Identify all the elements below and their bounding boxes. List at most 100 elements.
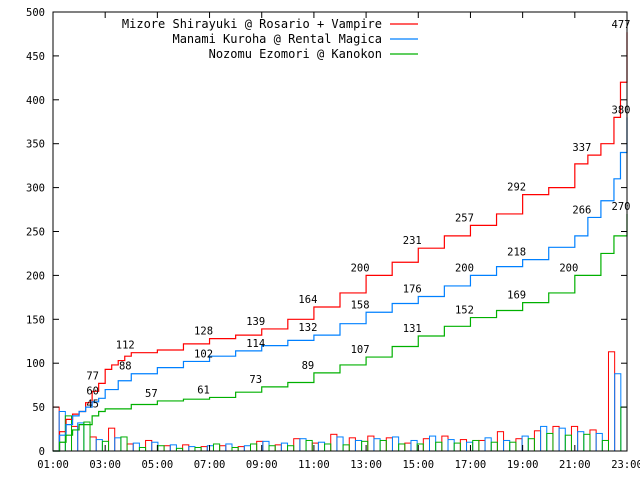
hourly-bar [126,443,134,452]
hourly-bar [237,446,245,452]
hourly-bar [138,446,147,452]
legend-entry-label: Mizore Shirayuki @ Rosario + Vampire [122,17,382,31]
x-tick-label: 01:00 [37,459,69,471]
hourly-bar [342,444,350,452]
hourly-bar [595,432,603,452]
hourly-bar [231,446,239,452]
data-label: 218 [507,247,526,259]
series-line [53,213,628,452]
hourly-bar [188,446,196,452]
hourly-bar [558,427,566,452]
y-tick-label: 300 [26,183,45,195]
legend-entry-label: Nozomu Ezomori @ Kanokon [209,47,382,61]
hourly-bar [219,445,227,452]
hourly-bar [533,430,542,452]
data-label: 131 [403,323,422,335]
y-tick-label: 50 [32,402,45,414]
hourly-bar [52,406,60,452]
data-label: 152 [455,305,474,317]
hourly-bar [299,438,307,452]
hourly-bar [410,439,418,452]
hourly-bar [404,442,412,452]
hourly-bar [379,439,387,452]
y-tick-label: 250 [26,227,45,239]
hourly-bar [225,443,233,452]
y-tick-label: 500 [26,7,45,19]
x-tick-label: 09:00 [246,459,278,471]
x-tick-label: 15:00 [402,459,434,471]
data-label: 292 [507,182,526,194]
data-label: 270 [612,201,631,213]
hourly-bar [441,435,449,452]
hourly-bar [385,437,393,452]
hourly-bar [200,446,208,452]
hourly-bar [206,445,214,452]
y-tick-label: 0 [39,446,45,458]
data-label: 132 [298,322,317,334]
data-label: 176 [403,283,422,295]
hourly-bar [589,429,597,452]
data-label: 164 [298,294,317,306]
data-label: 128 [194,326,213,338]
hourly-bar [108,427,116,452]
x-tick-label: 13:00 [350,459,382,471]
hourly-bar [428,435,437,452]
axis-ticks: 0 50 100 150 200 250 300 350 400 450 500 01:00 03:00… [26,7,640,471]
cumulative-lines [53,32,628,452]
hourly-bar [182,444,190,452]
hourly-bar [583,433,591,452]
x-tick-label: 17:00 [455,459,487,471]
data-label: 200 [351,262,370,274]
hourly-bar [472,439,480,452]
hourly-bar [620,406,628,452]
hourly-bar [398,443,406,452]
data-label: 107 [351,344,370,356]
data-label: 89 [302,360,315,372]
hourly-bar [540,425,548,452]
data-label: 112 [116,340,135,352]
data-label: 200 [455,262,474,274]
data-label: 57 [145,388,158,400]
data-label: 60 [86,385,99,397]
hourly-bar [515,438,523,452]
x-tick-label: 11:00 [298,459,330,471]
data-label: 337 [572,142,591,154]
x-tick-label: 23:00 [611,459,640,471]
x-tick-label: 19:00 [507,459,539,471]
data-label: 477 [612,19,631,31]
y-tick-label: 400 [26,95,45,107]
hourly-bar [169,444,177,452]
hourly-bar [496,431,505,452]
plot-frame [52,11,628,452]
data-label: 200 [559,262,578,274]
y-tick-label: 150 [26,314,45,326]
hourly-bar [422,438,430,452]
hourly-bar [274,444,282,452]
data-label: 158 [351,299,370,311]
hourly-bar [330,433,338,452]
y-tick-label: 100 [26,358,45,370]
hourly-bar [354,439,363,452]
hourly-bar [163,445,171,452]
data-label: 231 [403,235,422,247]
hourly-bar [607,351,616,452]
y-tick-label: 450 [26,51,45,63]
hourly-bar [503,439,511,452]
hourly-bar [361,440,369,452]
data-label: 380 [612,104,631,116]
x-tick-label: 07:00 [194,459,226,471]
hourly-bar [83,421,91,452]
hourly-bar [447,439,455,452]
hourly-bar [435,441,443,452]
data-label: 45 [86,398,99,410]
hourly-bar [280,442,289,452]
hourly-bar [305,439,313,452]
y-tick-label: 350 [26,139,45,151]
hourly-bar [293,438,301,452]
hourly-bar [459,439,468,452]
hourly-bar [373,438,381,452]
hourly-bar [391,436,400,452]
hourly-bar [317,441,326,452]
hourly-bar [132,442,140,452]
